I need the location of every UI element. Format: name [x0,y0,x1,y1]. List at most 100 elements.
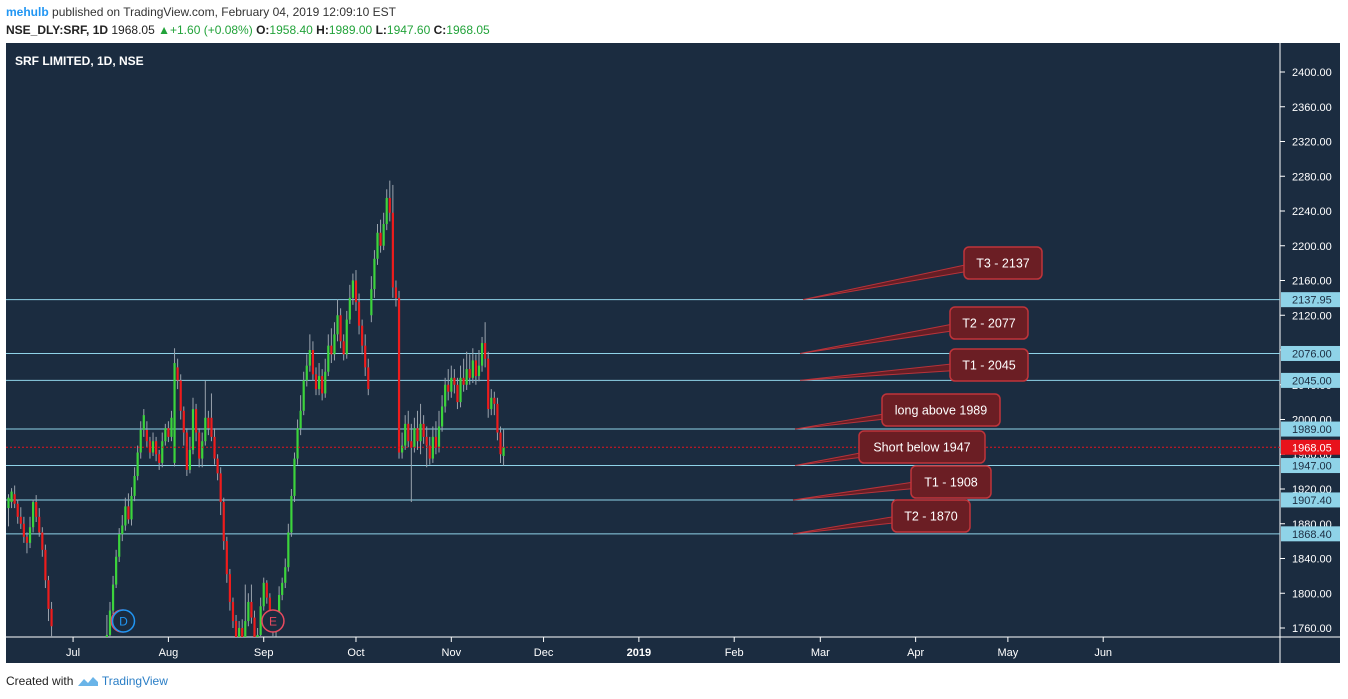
candle[interactable] [422,415,425,444]
candle[interactable] [431,426,434,463]
candle[interactable] [474,354,477,385]
candle[interactable] [465,351,468,390]
candle[interactable] [293,452,296,503]
candle[interactable] [250,584,253,624]
candle[interactable] [228,568,231,611]
candle[interactable] [480,336,484,372]
candle[interactable] [459,365,462,408]
candle[interactable] [32,499,35,533]
candle[interactable] [487,351,490,418]
candle[interactable] [302,371,305,416]
candle[interactable] [191,397,195,455]
callout[interactable]: T1 - 1908 [792,465,992,501]
candle[interactable] [7,494,10,527]
candle[interactable] [379,219,382,253]
candle[interactable] [401,432,404,459]
tradingview-brand[interactable]: TradingView [101,674,168,688]
candle[interactable] [16,499,19,524]
candle[interactable] [284,558,287,589]
candle[interactable] [176,358,179,390]
candle[interactable] [397,290,401,459]
candle[interactable] [357,293,361,335]
candle[interactable] [388,180,391,222]
candle[interactable] [281,577,284,601]
candle[interactable] [450,365,453,398]
candle[interactable] [25,532,29,554]
candle[interactable] [373,250,376,298]
candle[interactable] [13,485,16,509]
candle[interactable] [370,276,373,323]
candle[interactable] [28,516,32,549]
candle[interactable] [330,328,333,364]
candle[interactable] [145,421,148,448]
candle[interactable] [219,467,222,516]
candle[interactable] [499,426,502,463]
candle[interactable] [164,423,167,446]
dividend-marker[interactable]: D [111,609,136,633]
candle[interactable] [10,488,13,509]
candle[interactable] [468,354,471,385]
candle[interactable] [308,334,311,372]
candle[interactable] [121,515,124,542]
candle[interactable] [127,493,130,524]
candle[interactable] [262,577,265,611]
candle[interactable] [493,391,496,416]
candle[interactable] [155,436,158,462]
callout[interactable]: T3 - 2137 [802,246,1043,301]
candle[interactable] [287,523,290,572]
candle[interactable] [428,436,431,465]
candle[interactable] [225,536,228,583]
candle[interactable] [477,350,481,382]
candle[interactable] [19,507,22,529]
candle[interactable] [391,184,394,298]
candle[interactable] [238,621,241,637]
candle[interactable] [290,489,293,537]
candle[interactable] [339,308,342,349]
candle[interactable] [22,516,25,543]
candle[interactable] [182,406,185,446]
candle[interactable] [108,601,112,637]
time-axis[interactable] [6,637,1280,663]
candle[interactable] [351,273,354,305]
candle[interactable] [231,597,235,628]
candle[interactable] [336,299,339,342]
candle[interactable] [321,369,324,401]
author-name[interactable]: mehulb [6,5,49,19]
candle[interactable] [111,575,115,615]
candle[interactable] [490,389,493,416]
candle[interactable] [124,497,127,531]
candle[interactable] [385,189,388,231]
candle[interactable] [167,421,170,443]
candle[interactable] [139,421,142,459]
candle[interactable] [453,369,456,394]
candle[interactable] [462,358,465,392]
candle[interactable] [234,614,238,637]
candle[interactable] [253,610,256,637]
candle[interactable] [185,428,188,476]
candle[interactable] [207,410,210,436]
candle[interactable] [247,593,250,627]
earnings-marker[interactable]: E [261,609,285,633]
candle[interactable] [324,358,327,398]
candle[interactable] [376,224,379,265]
candle[interactable] [404,415,407,450]
candle[interactable] [354,270,358,311]
tradingview-logo-icon[interactable] [77,674,99,688]
candle[interactable] [265,580,268,604]
callout[interactable]: Short below 1947 [794,430,986,467]
candle[interactable] [394,280,398,307]
candle[interactable] [444,377,447,413]
candle[interactable] [447,369,450,401]
candle[interactable] [456,377,459,410]
candle[interactable] [201,432,204,468]
candle[interactable] [333,322,336,361]
candle[interactable] [38,508,41,537]
candle[interactable] [437,410,441,453]
candle[interactable] [188,436,192,474]
candle[interactable] [342,334,345,361]
candle[interactable] [311,341,315,381]
candle[interactable] [105,614,108,637]
callout[interactable]: long above 1989 [794,393,1001,430]
candle[interactable] [210,393,213,442]
candle[interactable] [327,334,330,377]
